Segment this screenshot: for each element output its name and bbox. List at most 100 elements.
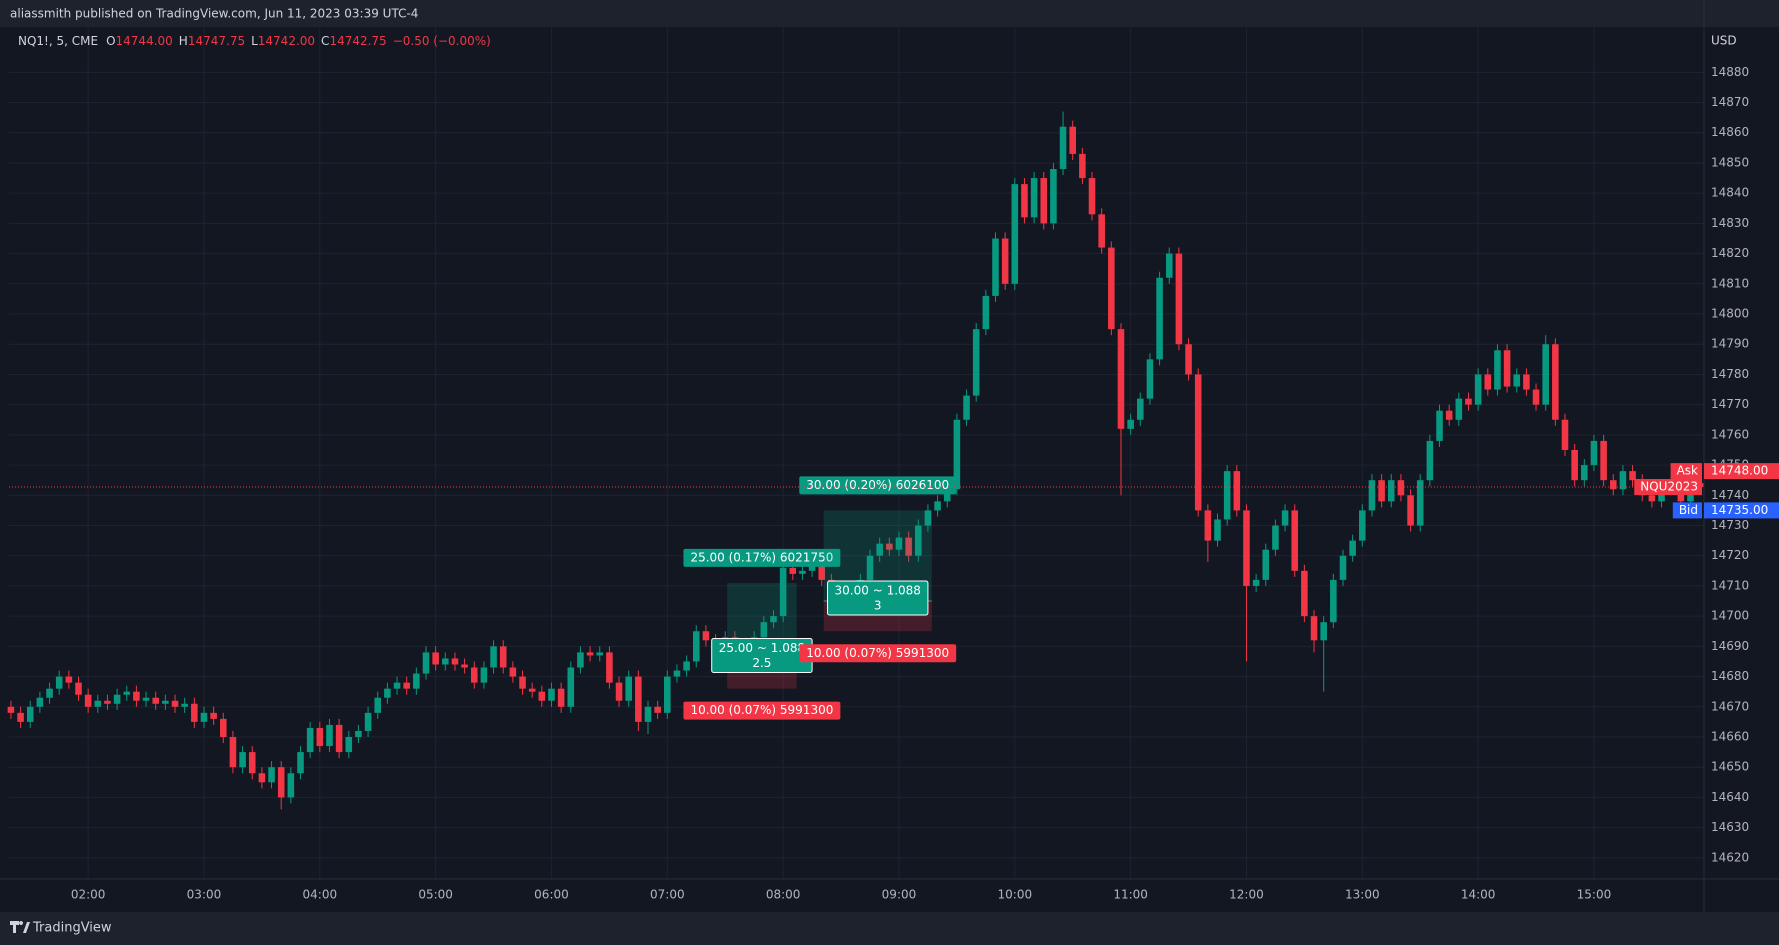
candle-body: [268, 767, 275, 783]
candle-body: [277, 767, 285, 798]
candle-body: [1223, 471, 1231, 520]
stop-label-box: [683, 701, 841, 720]
candle-body: [1040, 178, 1048, 224]
target-label-box: [683, 548, 841, 567]
candle-body: [905, 537, 912, 556]
candle-body: [1349, 540, 1356, 556]
candle-body: [1330, 579, 1337, 623]
ratio-label-sub: 3: [874, 599, 882, 613]
candle-body: [104, 700, 111, 704]
candle-body: [393, 682, 401, 689]
candle-body: [1320, 622, 1327, 641]
candle-body: [316, 727, 324, 747]
candle-body: [287, 773, 295, 798]
candle-body: [1609, 480, 1617, 490]
candle-body: [162, 700, 169, 704]
x-tick-label: 04:00: [303, 888, 338, 902]
candle-body: [432, 652, 439, 665]
candle-body: [1059, 126, 1067, 169]
price-label: 14748.00: [1711, 464, 1768, 478]
legend-change: −0.50 (−0.00%): [393, 34, 491, 48]
candle-body: [625, 676, 632, 701]
candle-body: [7, 706, 15, 713]
ratio-label: 30.00 ~ 1.088: [835, 584, 921, 598]
candle-body: [258, 773, 266, 783]
y-tick-label: 14690: [1711, 639, 1749, 653]
header-bar: [0, 0, 1779, 27]
candle-body: [1648, 495, 1656, 502]
candle-body: [866, 555, 874, 580]
price-name-box: [1670, 463, 1702, 480]
stop-label-group: 10.00 (0.07%) 5991300: [799, 644, 957, 663]
candle-body: [876, 543, 883, 556]
legend-key: L: [251, 34, 258, 48]
price-label-box: [1704, 463, 1779, 480]
candle-body: [1079, 153, 1086, 179]
y-tick-label: 14700: [1711, 609, 1749, 623]
candle-body: [374, 697, 382, 713]
candle-body: [924, 510, 932, 526]
candle-body: [1359, 510, 1366, 541]
candle-body: [1436, 410, 1443, 441]
y-tick-label: 14800: [1711, 307, 1749, 321]
x-tick-label: 11:00: [1113, 888, 1148, 902]
candle-body: [1629, 471, 1636, 481]
candle-body: [123, 691, 131, 695]
x-tick-label: 10:00: [998, 888, 1033, 902]
candle-body: [239, 752, 246, 768]
candle-body: [1368, 480, 1376, 511]
candle-body: [1233, 471, 1241, 511]
y-tick-label: 14730: [1711, 518, 1749, 532]
legend-value: 14744.00: [116, 34, 173, 48]
y-tick-label: 14740: [1711, 488, 1749, 502]
candle-body: [1590, 440, 1598, 466]
price-label-name: Ask: [1677, 464, 1698, 478]
candle-body: [1243, 510, 1250, 586]
candle-body: [972, 329, 980, 396]
candle-body: [1214, 519, 1221, 541]
candle-body: [384, 688, 391, 698]
y-tick-label: 14630: [1711, 820, 1749, 834]
candle-body: [1021, 184, 1028, 218]
candle-body: [200, 712, 208, 722]
candle-body: [567, 667, 575, 707]
candle-body: [442, 658, 449, 665]
legend-value: 14742.75: [329, 34, 386, 48]
candle-body: [1050, 169, 1057, 224]
candle-body: [644, 706, 652, 722]
candle-body: [1407, 495, 1414, 526]
candle-body: [1416, 480, 1424, 526]
candle-body: [191, 703, 198, 722]
y-tick-label: 14810: [1711, 276, 1749, 290]
y-tick-label: 14790: [1711, 337, 1749, 351]
candle-body: [306, 727, 314, 753]
stop-label-box: [799, 644, 957, 663]
y-tick-label: 14860: [1711, 125, 1749, 139]
candle-body: [789, 567, 797, 574]
footer-bar: [0, 912, 1779, 945]
x-tick-label: 06:00: [534, 888, 569, 902]
candle-body: [1030, 178, 1038, 218]
candle-body: [557, 688, 565, 707]
candle-body: [895, 537, 903, 550]
candle-body: [1523, 374, 1530, 390]
target-label: 25.00 (0.17%) 6021750: [690, 550, 833, 564]
price-label: 14735.00: [1711, 503, 1768, 517]
y-tick-label: 14780: [1711, 367, 1749, 381]
candle-body: [1581, 465, 1588, 481]
candle-body: [1494, 350, 1501, 390]
x-tick-label: 02:00: [71, 888, 106, 902]
candle-body: [1474, 374, 1482, 405]
y-tick-label: 14770: [1711, 397, 1749, 411]
candle-body: [248, 752, 256, 774]
candle-body: [451, 658, 459, 665]
ratio-label-box: [827, 580, 929, 616]
candle-body: [818, 561, 826, 580]
candle-body: [953, 419, 961, 490]
candle-body: [509, 667, 517, 677]
candle-body: [692, 631, 700, 662]
x-tick-label: 05:00: [418, 888, 453, 902]
candle-body: [770, 616, 777, 623]
